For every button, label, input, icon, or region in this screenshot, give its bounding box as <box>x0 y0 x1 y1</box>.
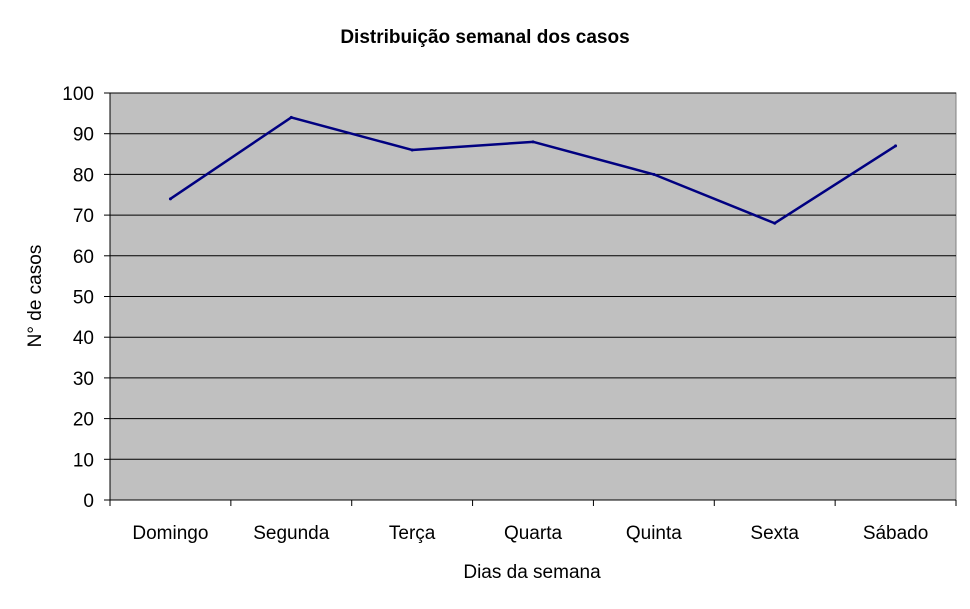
data-point <box>773 221 777 225</box>
x-axis: Domingo Segunda Terça Quarta Quinta Sexta Sába… <box>109 499 957 544</box>
y-tick-label: 100 <box>62 84 94 105</box>
x-tick-label: Sábado <box>863 523 929 544</box>
data-point <box>168 197 172 201</box>
y-tick-label: 10 <box>73 450 94 471</box>
series-layer <box>168 115 898 225</box>
x-tick-label: Terça <box>389 523 436 544</box>
chart-title: Distribuição semanal dos casos <box>340 27 629 48</box>
data-point <box>289 115 293 119</box>
y-tick-label: 20 <box>73 410 94 431</box>
y-tick-label: 60 <box>73 247 94 268</box>
y-tick-label: 0 <box>83 491 94 512</box>
y-axis-label: N° de casos <box>25 245 46 348</box>
x-tick-label: Quarta <box>504 523 563 544</box>
x-tick-label: Sexta <box>750 523 799 544</box>
y-tick-label: 30 <box>73 369 94 390</box>
data-point <box>410 148 414 152</box>
y-tick-label: 70 <box>73 206 94 227</box>
x-axis-label: Dias da semana <box>463 562 601 583</box>
y-axis: 0 10 20 30 40 50 60 70 80 90 100 <box>62 84 111 512</box>
y-tick-label: 90 <box>73 125 94 146</box>
data-point <box>652 172 656 176</box>
data-point <box>894 144 898 148</box>
grid-lines <box>110 92 956 460</box>
x-tick-label: Domingo <box>132 523 208 544</box>
x-tick-label: Segunda <box>253 523 330 544</box>
y-tick-label: 50 <box>73 288 94 309</box>
data-point <box>531 140 535 144</box>
x-tick-label: Quinta <box>626 523 682 544</box>
y-tick-label: 40 <box>73 328 94 349</box>
y-tick-label: 80 <box>73 165 94 186</box>
